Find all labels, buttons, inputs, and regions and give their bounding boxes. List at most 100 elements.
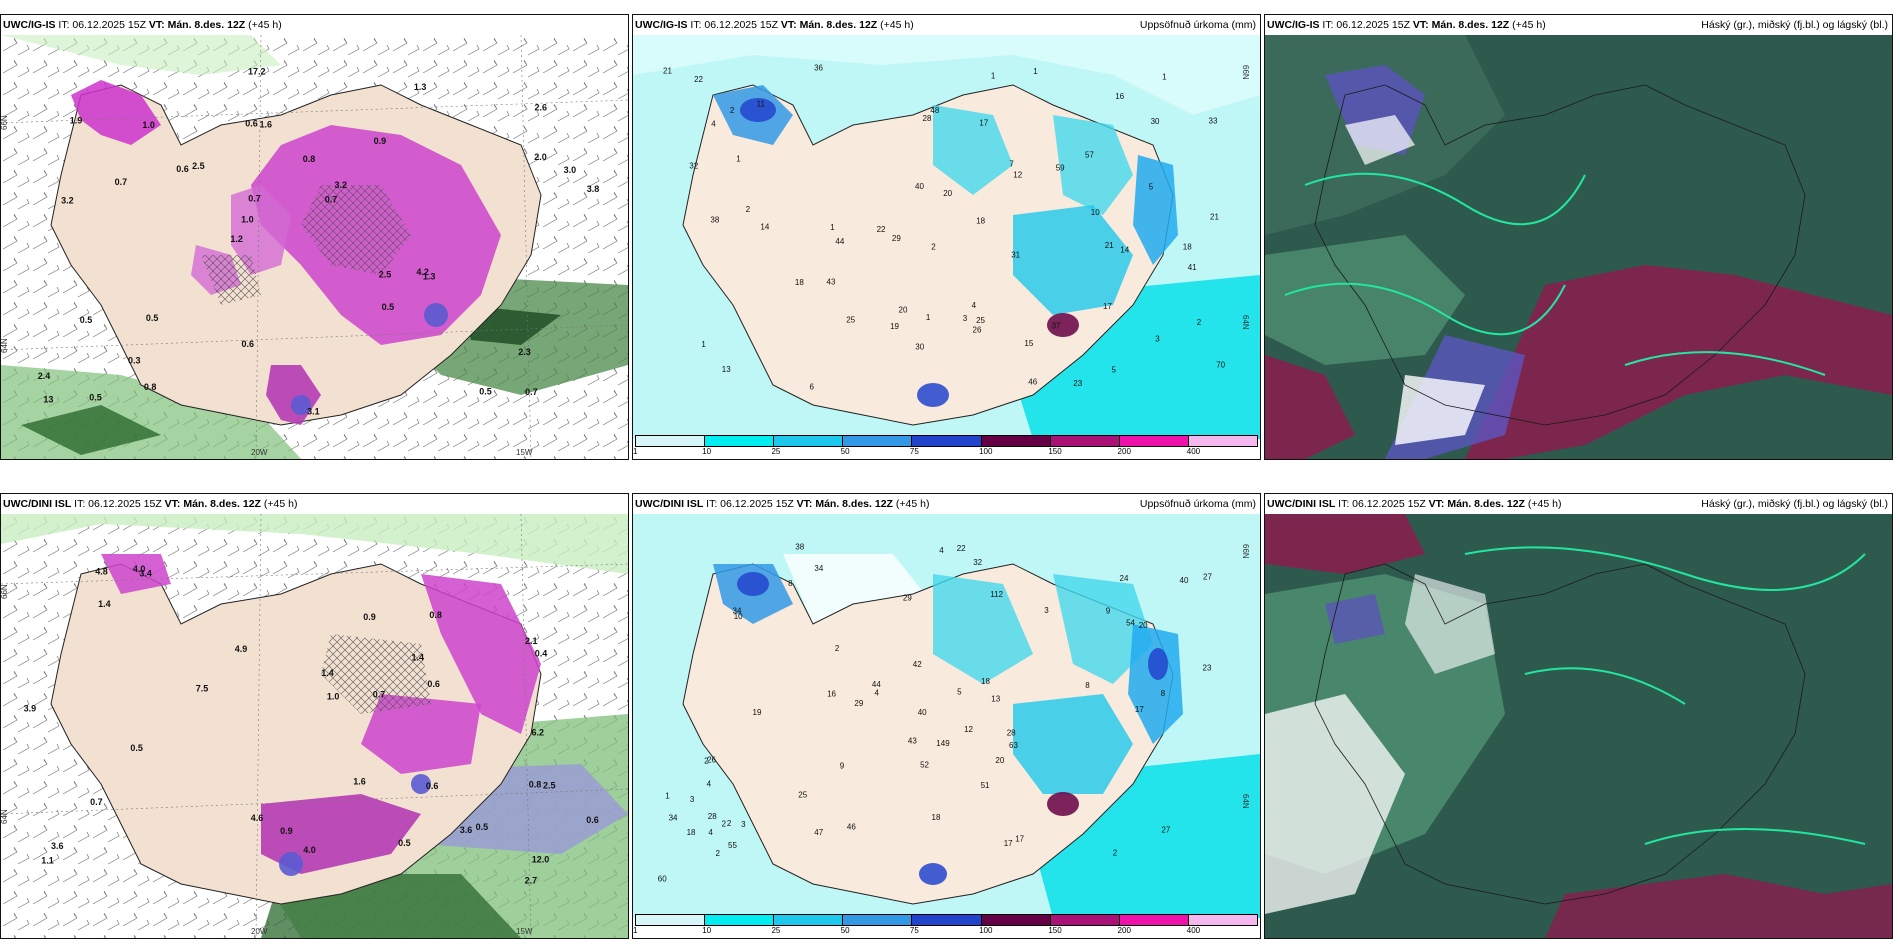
value-label: 1 xyxy=(701,340,706,349)
value-label: 3 xyxy=(1044,606,1049,615)
init-time: IT: 06.12.2025 15Z xyxy=(706,498,794,510)
value-label: 2.7 xyxy=(525,875,538,885)
value-label: 30 xyxy=(915,342,924,351)
value-label: 3.6 xyxy=(51,841,64,851)
colorbar-swatch xyxy=(1050,436,1120,446)
value-label: 1.9 xyxy=(70,115,83,125)
value-label: 32 xyxy=(973,558,982,567)
panel-header: UWC/DINI ISL IT: 06.12.2025 15Z VT: Mán.… xyxy=(1,494,628,514)
value-label: 22 xyxy=(694,75,703,84)
value-label: 0.6 xyxy=(245,119,258,129)
panel-header: UWC/DINI ISL IT: 06.12.2025 15Z VT: Mán.… xyxy=(1265,494,1892,514)
value-label: 8 xyxy=(1161,689,1166,698)
colorbar-label: 25 xyxy=(771,926,781,935)
value-label: 44 xyxy=(835,237,844,246)
value-label: 3.8 xyxy=(587,184,600,194)
value-label: 0.7 xyxy=(525,387,538,397)
value-label: 10 xyxy=(734,612,743,621)
value-label: 0.5 xyxy=(476,822,489,832)
colorbar-swatch xyxy=(981,436,1051,446)
colorbar-swatch xyxy=(774,436,844,446)
value-label: 23 xyxy=(1203,664,1212,673)
model-name: UWC/DINI ISL xyxy=(635,498,704,510)
value-label: 17.2 xyxy=(248,67,266,77)
init-time: IT: 06.12.2025 15Z xyxy=(74,498,162,510)
map-wind-precip: 0.7 0.7 0.8 0.6 0.9 0.5 1.4 1.4 2.5 3.6 3.4 1.6 6.2 4… xyxy=(1,514,628,938)
value-label: 18 xyxy=(795,278,804,287)
valid-time: VT: Mán. 8.des. 12Z xyxy=(1428,498,1525,510)
value-label: 17 xyxy=(1135,705,1144,714)
colorbar-swatch xyxy=(705,436,775,446)
value-label: 17 xyxy=(1015,834,1024,843)
value-label: 3.6 xyxy=(460,825,473,835)
value-label: 2.4 xyxy=(38,371,51,381)
value-label: 0.5 xyxy=(382,302,395,312)
init-time: IT: 06.12.2025 15Z xyxy=(1322,19,1410,31)
value-label: 27 xyxy=(1203,572,1212,581)
panel-header: UWC/DINI ISL IT: 06.12.2025 15Z VT: Mán.… xyxy=(633,494,1260,514)
value-label: 19 xyxy=(890,322,899,331)
value-label: 25 xyxy=(846,316,855,325)
lat-label: 66N xyxy=(1,115,9,130)
value-label: 5 xyxy=(957,687,962,696)
colorbar-label: 400 xyxy=(1186,447,1201,456)
map-accum-precip: 8 8 4 2 4 10 13 47 9 40 9 34 34 27 46 32 55 54 22 17 26 44 8 42… xyxy=(633,514,1260,918)
colorbar-label: 1 xyxy=(633,926,638,935)
colorbar-swatch xyxy=(843,915,913,925)
colorbar-swatches xyxy=(635,914,1258,926)
value-label: 22 xyxy=(877,225,886,234)
value-label: 3.0 xyxy=(564,165,577,175)
value-label: 28 xyxy=(1007,729,1016,738)
panel-dini-accum-precip: UWC/DINI ISL IT: 06.12.2025 15Z VT: Mán.… xyxy=(632,493,1261,939)
value-label: 21 xyxy=(1105,241,1114,250)
value-label: 24 xyxy=(1120,574,1129,583)
value-label: 52 xyxy=(920,761,929,770)
map-wind-precip: 0.7 3.2 2.6 1.2 0.9 0.5 0.6 0.8 0.5 2.5 2.4 0.3 1.6 3… xyxy=(1,35,628,459)
value-label: 0.6 xyxy=(176,164,189,174)
init-time: IT: 06.12.2025 15Z xyxy=(58,19,146,31)
value-label: 9 xyxy=(840,762,845,771)
value-label: 2 xyxy=(727,819,732,828)
value-label: 0.5 xyxy=(80,315,93,325)
value-label: 3 xyxy=(963,314,968,323)
valid-time: VT: Mán. 8.des. 12Z xyxy=(148,19,246,31)
value-label: 34 xyxy=(733,607,742,616)
value-label: 0.6 xyxy=(242,339,255,349)
value-label: 31 xyxy=(1011,251,1020,260)
init-time: IT: 06.12.2025 15Z xyxy=(690,19,778,31)
colorbar-labels: 1 10 25 50 75 100 150 200 400 xyxy=(633,926,1258,936)
lead-time: (+45 h) xyxy=(1527,498,1562,510)
valid-time: VT: Mán. 8.des. 12Z xyxy=(164,498,261,510)
value-label: 38 xyxy=(795,542,804,551)
lat-label: 64N xyxy=(1241,794,1250,809)
map-svg xyxy=(1265,35,1892,459)
value-label: 18 xyxy=(1183,243,1192,252)
value-label: 4 xyxy=(939,546,944,555)
value-label: 2 xyxy=(722,820,727,829)
value-label: 20 xyxy=(995,756,1004,765)
map-accum-precip: 3 2 4 1 37 59 23 70 11 15 2 1 1 3 20 13 28 30 25 36 33 46 43 22… xyxy=(633,35,1260,439)
value-label: 34 xyxy=(669,813,678,822)
value-label: 25 xyxy=(976,316,985,325)
value-label: 3 xyxy=(741,820,746,829)
value-label: 30 xyxy=(1151,117,1160,126)
value-label: 15 xyxy=(1024,339,1033,348)
value-label: 1.3 xyxy=(414,82,427,92)
model-name: UWC/IG-IS xyxy=(635,19,688,31)
value-label: 1 xyxy=(991,72,996,81)
value-label: 1 xyxy=(1033,67,1038,76)
lead-time: (+45 h) xyxy=(880,19,914,31)
colorbar-swatch xyxy=(1188,915,1257,925)
value-label: 46 xyxy=(1028,378,1037,387)
value-label: 2.6 xyxy=(535,103,548,113)
lat-label: 64N xyxy=(1241,315,1250,330)
value-label: 23 xyxy=(1073,379,1082,388)
colorbar-label: 100 xyxy=(979,447,993,456)
value-label: 4.2 xyxy=(416,267,429,277)
lat-label: 66N xyxy=(1,584,9,599)
value-label: 1 xyxy=(1162,72,1167,81)
value-label: 26 xyxy=(973,326,982,335)
value-label: 38 xyxy=(710,215,719,224)
map-svg: 0.7 3.2 2.6 1.2 0.9 0.5 0.6 0.8 0.5 2.5 2.4 0.3 1.6 3… xyxy=(1,35,628,459)
